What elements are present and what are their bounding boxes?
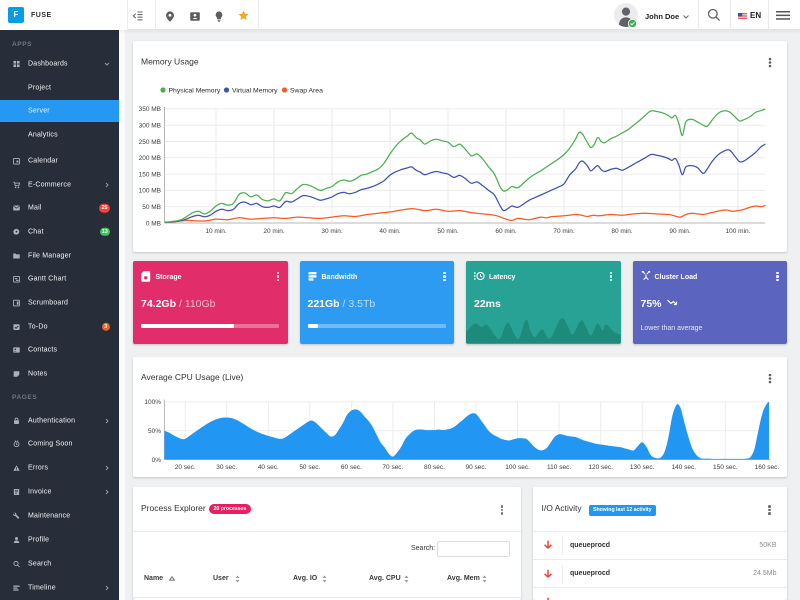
svg-text:0%: 0% bbox=[152, 457, 162, 464]
svg-text:130 sec.: 130 sec. bbox=[630, 464, 655, 471]
svg-text:10 min.: 10 min. bbox=[205, 228, 227, 235]
svg-text:120 sec.: 120 sec. bbox=[588, 464, 613, 471]
svg-text:60 sec.: 60 sec. bbox=[341, 464, 362, 471]
svg-text:Memory Usage: Memory Usage bbox=[141, 57, 199, 67]
svg-text:90 sec.: 90 sec. bbox=[466, 464, 487, 471]
svg-text:80 min.: 80 min. bbox=[611, 228, 633, 235]
svg-text:70 sec.: 70 sec. bbox=[382, 464, 403, 471]
svg-text:20 sec.: 20 sec. bbox=[175, 464, 196, 471]
svg-text:40 min.: 40 min. bbox=[379, 228, 401, 235]
svg-text:200 MB: 200 MB bbox=[139, 155, 161, 162]
svg-text:40 sec.: 40 sec. bbox=[258, 464, 279, 471]
svg-text:100%: 100% bbox=[144, 399, 161, 406]
svg-text:300 MB: 300 MB bbox=[139, 123, 161, 130]
svg-text:30 min.: 30 min. bbox=[321, 228, 343, 235]
svg-text:150 MB: 150 MB bbox=[139, 171, 161, 178]
svg-text:Physical Memory: Physical Memory bbox=[169, 88, 221, 95]
svg-text:100 MB: 100 MB bbox=[139, 188, 161, 195]
svg-text:50%: 50% bbox=[148, 428, 161, 435]
svg-text:0 MB: 0 MB bbox=[146, 220, 161, 227]
svg-text:70 min.: 70 min. bbox=[553, 228, 575, 235]
svg-text:Virtual Memory: Virtual Memory bbox=[232, 88, 278, 95]
svg-text:50 MB: 50 MB bbox=[142, 204, 161, 211]
svg-text:160 sec.: 160 sec. bbox=[755, 464, 780, 471]
svg-text:250 MB: 250 MB bbox=[139, 139, 161, 146]
svg-text:350 MB: 350 MB bbox=[139, 106, 161, 113]
svg-text:80 sec.: 80 sec. bbox=[424, 464, 445, 471]
svg-text:60 min.: 60 min. bbox=[495, 228, 517, 235]
svg-text:100 sec.: 100 sec. bbox=[505, 464, 530, 471]
svg-text:50 sec.: 50 sec. bbox=[299, 464, 320, 471]
svg-text:Average CPU Usage (Live): Average CPU Usage (Live) bbox=[141, 372, 244, 382]
svg-text:90 min.: 90 min. bbox=[669, 228, 691, 235]
svg-text:100 min.: 100 min. bbox=[726, 228, 751, 235]
svg-text:140 sec.: 140 sec. bbox=[672, 464, 697, 471]
svg-text:20 min.: 20 min. bbox=[263, 228, 285, 235]
svg-text:150 sec.: 150 sec. bbox=[713, 464, 738, 471]
svg-text:30 sec.: 30 sec. bbox=[216, 464, 237, 471]
svg-text:50 min.: 50 min. bbox=[437, 228, 459, 235]
svg-text:110 sec.: 110 sec. bbox=[547, 464, 571, 471]
svg-text:Swap Area: Swap Area bbox=[290, 88, 323, 95]
